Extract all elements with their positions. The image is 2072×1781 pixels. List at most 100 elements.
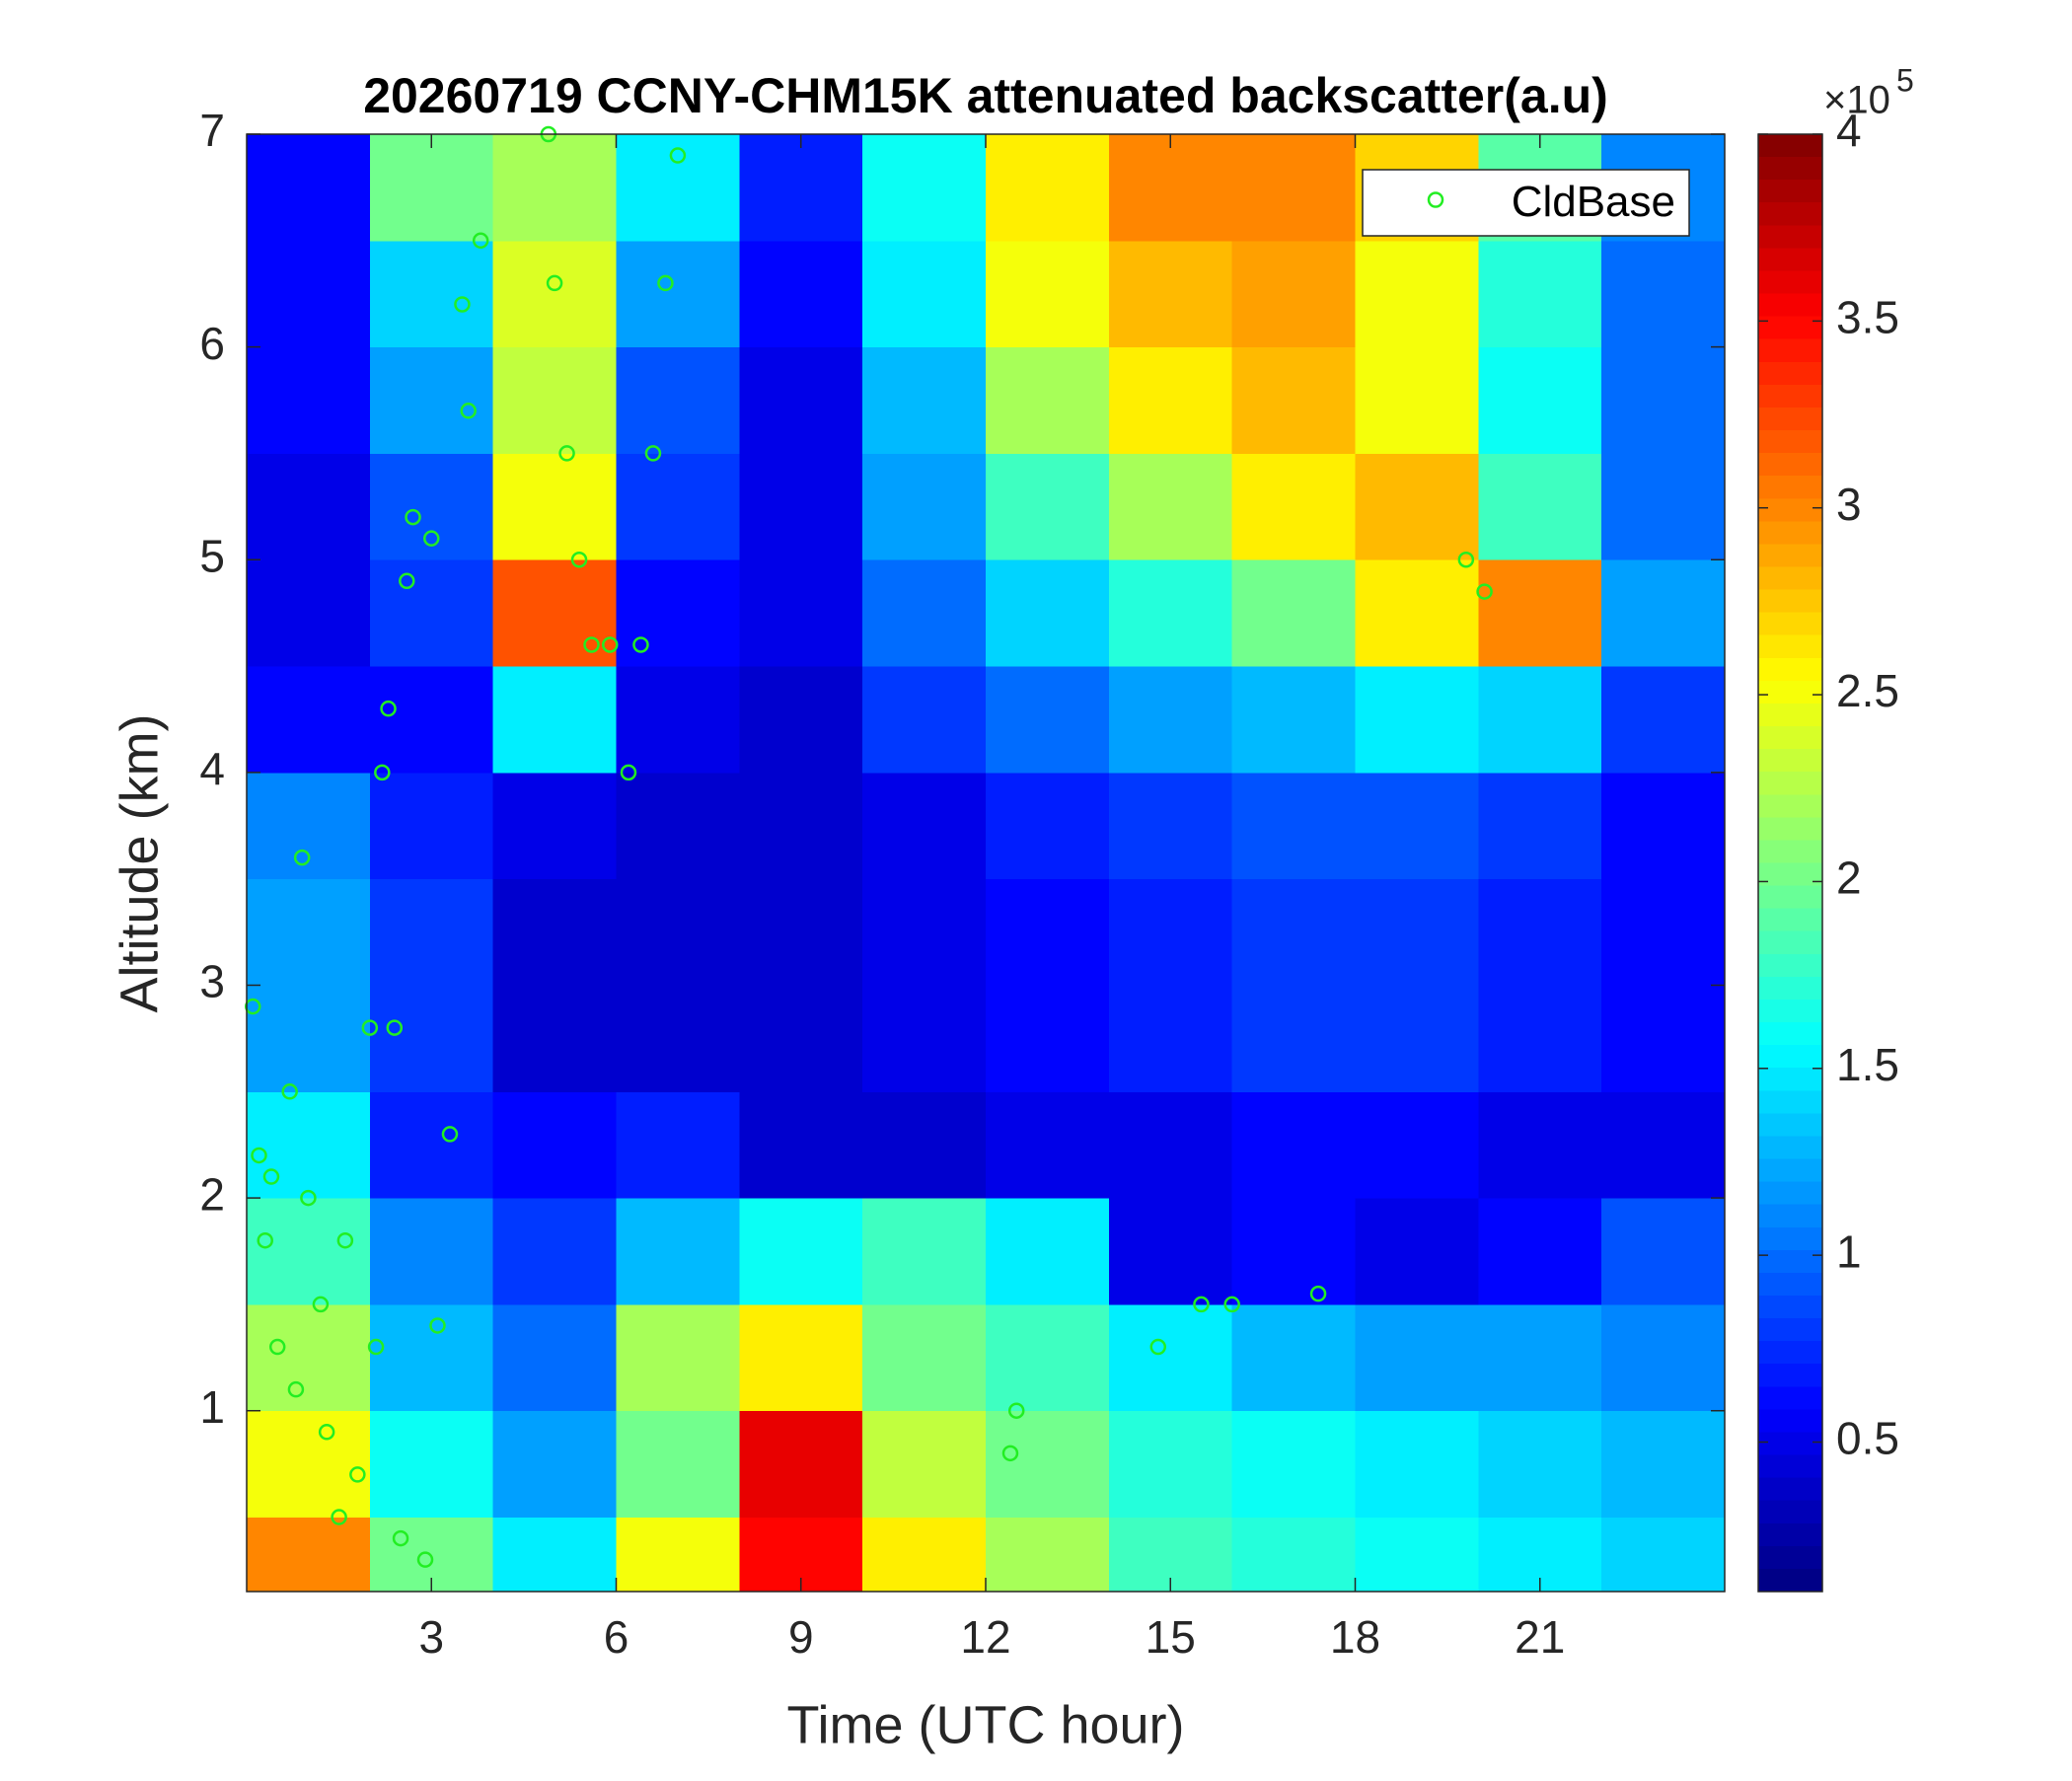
heatmap: [247, 134, 1726, 1593]
cloud-base-marker: [1309, 1285, 1327, 1302]
heatmap-cell: [247, 559, 371, 667]
cloud-base-marker: [336, 1231, 354, 1249]
heatmap-cell: [369, 240, 494, 348]
colorbar-band: [1758, 772, 1822, 795]
heatmap-cell: [986, 1198, 1110, 1305]
colorbar-band: [1758, 1432, 1822, 1456]
colorbar-tick-label: 2.5: [1836, 665, 1899, 716]
cloud-base-marker: [416, 1551, 434, 1568]
heatmap-cell: [1355, 1091, 1479, 1199]
heatmap-cell: [1478, 1410, 1602, 1519]
colorbar-band: [1758, 703, 1822, 727]
colorbar-band: [1758, 726, 1822, 750]
heatmap-cell: [369, 1410, 494, 1519]
colorbar-band: [1758, 589, 1822, 614]
colorbar-band: [1758, 976, 1822, 1001]
heatmap-cell: [1108, 1303, 1233, 1412]
cloud-base-marker: [268, 1338, 286, 1356]
legend-marker: [1427, 191, 1444, 208]
colorbar-band: [1758, 930, 1822, 955]
heatmap-cell: [369, 878, 494, 986]
colorbar-band: [1758, 1068, 1822, 1091]
colorbar-band: [1758, 634, 1822, 659]
colorbar-multiplier: ×10: [1823, 79, 1890, 122]
x-tick-label: 3: [418, 1611, 444, 1663]
heatmap-cell: [739, 878, 863, 986]
heatmap-cell: [1478, 1091, 1602, 1199]
heatmap-cell: [1601, 1517, 1726, 1593]
heatmap-cell: [1108, 1410, 1233, 1519]
heatmap-cell: [616, 559, 740, 667]
heatmap-cell: [1108, 1091, 1233, 1199]
cloud-base-marker: [454, 296, 471, 313]
cloud-base-marker: [380, 700, 397, 717]
heatmap-cell: [492, 240, 617, 348]
heatmap-cell: [1108, 240, 1233, 348]
colorbar-band: [1758, 1158, 1822, 1183]
heatmap-cell: [1601, 559, 1726, 667]
cloud-base-marker: [318, 1424, 335, 1441]
colorbar-band: [1758, 1204, 1822, 1228]
heatmap-cell: [739, 240, 863, 348]
cloud-base-marker: [399, 572, 415, 590]
heatmap-cell: [247, 1517, 371, 1593]
colorbar-tick-label: 3: [1836, 479, 1862, 530]
colorbar-band: [1758, 225, 1822, 249]
cloud-base-marker: [1149, 1338, 1167, 1356]
cloud-base-marker: [331, 1509, 347, 1525]
heatmap-cell: [1108, 1198, 1233, 1305]
heatmap-cell: [1231, 1198, 1356, 1305]
colorbar-band: [1758, 953, 1822, 978]
heatmap-cell: [247, 240, 371, 348]
cloud-base-marker: [349, 1466, 366, 1483]
heatmap-cell: [1601, 772, 1726, 880]
cloud-base-marker: [570, 551, 588, 568]
heatmap-cell: [247, 1198, 371, 1305]
heatmap-cell: [986, 1517, 1110, 1593]
x-tick-label: 21: [1515, 1611, 1565, 1663]
cloud-base-marker: [374, 764, 391, 781]
colorbar-band: [1758, 180, 1822, 203]
colorbar-band: [1758, 612, 1822, 636]
heatmap-cell: [986, 346, 1110, 454]
colorbar-band: [1758, 407, 1822, 431]
heatmap-cell: [616, 1091, 740, 1199]
colorbar-band: [1758, 1318, 1822, 1342]
heatmap-cell: [1601, 1091, 1726, 1199]
heatmap-cell: [986, 985, 1110, 1092]
heatmap-cell: [862, 1517, 987, 1593]
heatmap-cell: [369, 134, 494, 242]
heatmap-cell: [1355, 666, 1479, 774]
heatmap-cell: [1231, 772, 1356, 880]
cloud-base-marker: [558, 445, 575, 462]
colorbar-band: [1758, 202, 1822, 226]
colorbar-band: [1758, 248, 1822, 272]
cloud-base-marker: [423, 530, 440, 547]
heatmap-cell: [616, 134, 740, 242]
heatmap-cell: [492, 985, 617, 1092]
heatmap-cell: [1478, 559, 1602, 667]
heatmap-cell: [986, 453, 1110, 560]
cloud-base-marker: [257, 1231, 273, 1249]
heatmap-cell: [1231, 1517, 1356, 1593]
cloud-base-marker: [429, 1317, 446, 1334]
heatmap-cell: [1355, 1198, 1479, 1305]
heatmap-cell: [1231, 1091, 1356, 1199]
colorbar-tick-label: 3.5: [1836, 292, 1899, 343]
cloud-base-marker: [1457, 551, 1475, 568]
colorbar-band: [1758, 1272, 1822, 1297]
cloud-base-marker: [251, 1147, 267, 1164]
heatmap-cell: [862, 559, 987, 667]
heatmap-cell: [986, 1303, 1110, 1412]
heatmap-cell: [369, 346, 494, 454]
heatmap-cell: [1231, 666, 1356, 774]
colorbar-band: [1758, 157, 1822, 181]
heatmap-cell: [1478, 878, 1602, 986]
heatmap-cell: [247, 134, 371, 242]
heatmap-cell: [369, 666, 494, 774]
heatmap-cell: [247, 346, 371, 454]
colorbar-band: [1758, 1454, 1822, 1479]
heatmap-cell: [369, 1198, 494, 1305]
x-tick-label: 6: [604, 1611, 629, 1663]
